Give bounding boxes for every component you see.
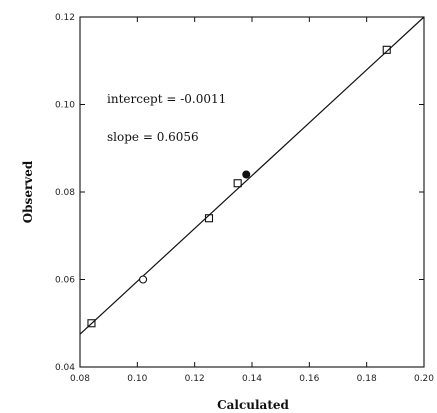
x-tick-label: 0.12 [185,374,205,384]
data-point-open [139,275,148,284]
y-tick-label: 0.06 [55,276,75,286]
tick-marks [79,16,425,368]
data-points [87,45,391,328]
y-axis-title: Observed [21,160,35,223]
fit-line-group [79,16,425,335]
x-tick-label: 0.08 [70,374,90,384]
y-tick-label: 0.10 [55,101,75,111]
slope-annotation: slope = 0.6056 [107,130,199,144]
x-tick-label: 0.18 [357,374,377,384]
data-point-square [204,214,214,223]
y-tick-labels: 0.04 0.06 0.08 0.10 0.12 [55,13,75,373]
x-tick-label: 0.14 [242,374,262,384]
y-tick-label: 0.04 [55,363,75,373]
x-axis-title: Calculated [217,398,289,412]
x-tick-label: 0.10 [127,374,147,384]
intercept-annotation: intercept = -0.0011 [107,92,226,106]
plot-frame [79,16,425,368]
y-tick-label: 0.12 [55,13,75,23]
data-point-square [87,319,96,328]
fit-line [79,16,425,335]
x-tick-label: 0.20 [414,374,434,384]
x-tick-label: 0.16 [299,374,319,384]
data-point-square [233,179,242,188]
data-point-square [382,45,391,54]
y-tick-label: 0.08 [55,188,75,198]
x-tick-labels: 0.08 0.10 0.12 0.14 0.16 0.18 0.20 [70,374,434,384]
data-point-filled [242,170,251,179]
